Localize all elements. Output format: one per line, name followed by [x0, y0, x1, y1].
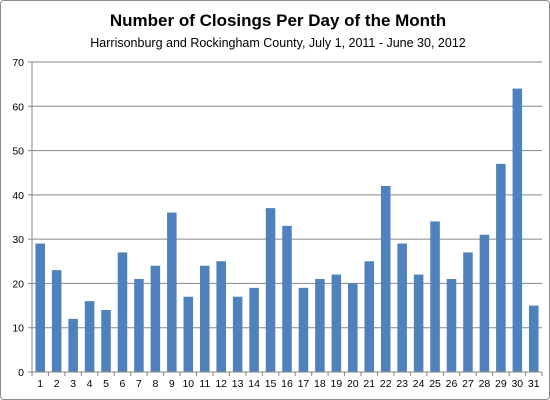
bar-day-14 [249, 287, 259, 372]
bar-day-4 [84, 301, 95, 372]
bar-day-10 [183, 296, 194, 372]
chart-subtitle: Harrisonburg and Rockingham County, July… [90, 36, 465, 50]
bar-day-6 [117, 252, 128, 372]
x-tick-label: 2 [54, 378, 60, 390]
bar-day-31 [529, 305, 539, 372]
x-tick-label: 30 [511, 378, 523, 390]
y-tick-label: 60 [12, 101, 24, 113]
bar-day-21 [364, 261, 375, 372]
chart-title: Number of Closings Per Day of the Month [110, 11, 446, 30]
x-tick-label: 16 [281, 378, 293, 390]
x-tick-label: 19 [331, 378, 343, 390]
bar-day-24 [413, 274, 424, 372]
bar-day-28 [479, 234, 490, 372]
x-tick-label: 13 [232, 378, 244, 390]
x-tick-label: 27 [462, 378, 474, 390]
x-tick-label: 21 [363, 378, 375, 390]
x-tick-label: 1 [37, 378, 43, 390]
bar-day-11 [199, 265, 210, 372]
bar-day-1 [35, 243, 45, 372]
bar-day-3 [68, 318, 78, 372]
bar-day-2 [51, 270, 62, 372]
bar-day-19 [331, 274, 342, 372]
bar-day-27 [463, 252, 473, 372]
x-tick-label: 12 [215, 378, 227, 390]
y-tick-label: 50 [12, 146, 24, 158]
bar-day-12 [216, 261, 226, 372]
x-tick-label: 10 [182, 378, 194, 390]
bar-day-23 [397, 243, 407, 372]
bar-day-7 [134, 279, 144, 372]
x-tick-label: 6 [120, 378, 126, 390]
bar-day-5 [101, 310, 111, 372]
x-tick-label: 5 [103, 378, 109, 390]
x-tick-label: 14 [248, 378, 260, 390]
x-tick-label: 26 [446, 378, 458, 390]
bar-day-18 [315, 279, 325, 372]
x-tick-label: 25 [429, 378, 441, 390]
x-tick-labels: 1 2 3 4 5 6 7 8 9 10 11 12 13 14 15 16 17 18 19 20 21 22 23 24 2… [37, 378, 539, 390]
axes [28, 61, 543, 376]
x-tick-label: 4 [87, 378, 93, 390]
x-tick-label: 9 [169, 378, 175, 390]
x-tick-label: 28 [479, 378, 491, 390]
bar-day-30 [512, 88, 523, 373]
y-tick-label: 0 [18, 367, 24, 379]
x-tick-label: 17 [298, 378, 310, 390]
x-tick-label: 22 [380, 378, 392, 390]
x-tick-label: 31 [528, 378, 540, 390]
x-tick-label: 24 [413, 378, 425, 390]
bar-day-20 [348, 283, 358, 372]
bar-day-29 [496, 163, 506, 372]
y-tick-label: 10 [12, 323, 24, 335]
x-tick-label: 23 [396, 378, 408, 390]
y-tick-label: 40 [12, 190, 24, 202]
x-tick-label: 7 [136, 378, 142, 390]
y-tick-label: 30 [12, 234, 24, 246]
bar-day-17 [298, 287, 309, 372]
x-tick-label: 29 [495, 378, 507, 390]
bar-day-25 [430, 221, 440, 372]
bar-day-26 [446, 279, 457, 372]
bar-day-13 [232, 296, 243, 372]
x-tick-label: 15 [265, 378, 277, 390]
bar-day-16 [282, 225, 292, 372]
x-tick-label: 20 [347, 378, 359, 390]
bar-day-8 [150, 265, 161, 372]
x-tick-label: 8 [152, 378, 158, 390]
bar-day-9 [167, 212, 177, 372]
bars [35, 88, 539, 373]
bar-day-15 [265, 208, 276, 372]
bar-day-22 [380, 186, 391, 372]
y-tick-label: 20 [12, 278, 24, 290]
y-tick-label: 70 [12, 57, 24, 69]
x-tick-label: 3 [70, 378, 76, 390]
y-tick-labels: 0 10 20 30 40 50 60 70 [12, 57, 24, 379]
x-tick-label: 11 [199, 378, 210, 390]
x-tick-label: 18 [314, 378, 326, 390]
